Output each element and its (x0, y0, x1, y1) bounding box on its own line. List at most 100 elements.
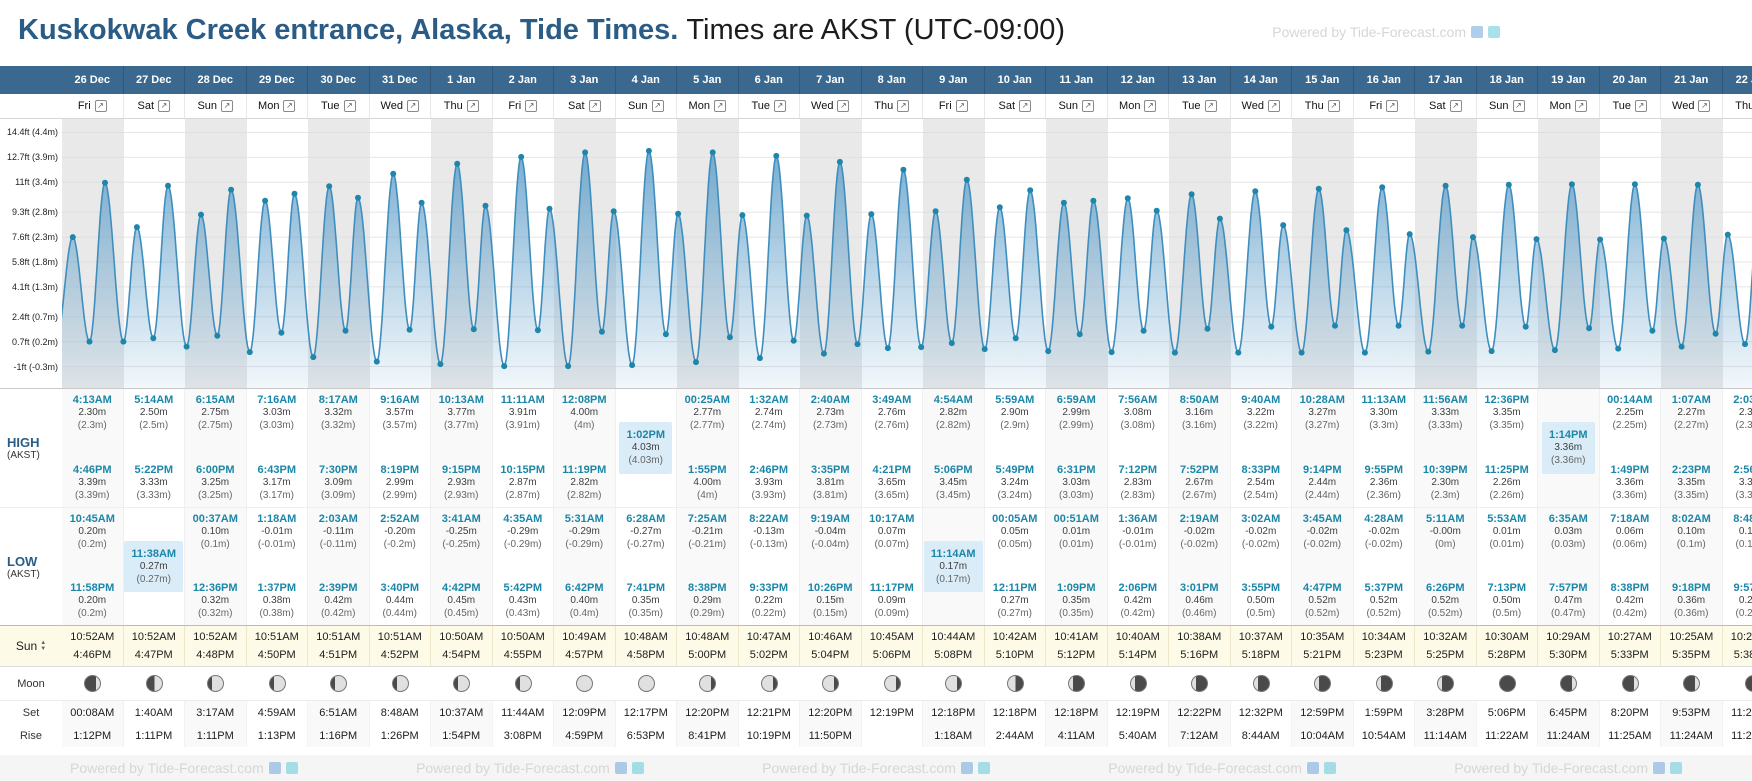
date-header-cell[interactable]: 13 Jan (1169, 66, 1231, 94)
expand-day-icon[interactable]: ↗ (1635, 100, 1647, 112)
sunrise-time: 10:23AM (1723, 631, 1752, 643)
date-header-cell[interactable]: 9 Jan (923, 66, 985, 94)
date-header-cell[interactable]: 7 Jan (800, 66, 862, 94)
y-axis-label: 12.7ft (3.9m) (7, 152, 58, 162)
expand-day-icon[interactable]: ↗ (344, 100, 356, 112)
date-header-cell[interactable]: 19 Jan (1538, 66, 1600, 94)
date-header-cell[interactable]: 31 Dec (370, 66, 432, 94)
expand-day-icon[interactable]: ↗ (1205, 100, 1217, 112)
expand-day-icon[interactable]: ↗ (1082, 100, 1094, 112)
moonset-time-cell: 5:06PM (1477, 701, 1539, 724)
tide-time: 5:59AM (995, 393, 1034, 407)
expand-day-icon[interactable]: ↗ (158, 100, 170, 112)
date-header-cell[interactable]: 14 Jan (1231, 66, 1293, 94)
y-axis-label: 2.4ft (0.7m) (12, 312, 58, 322)
moonrise-time-cell: 1:18AM (923, 724, 985, 747)
expand-day-icon[interactable]: ↗ (221, 100, 233, 112)
expand-day-icon[interactable]: ↗ (1698, 100, 1710, 112)
tide-time: 7:56AM (1118, 393, 1157, 407)
expand-day-icon[interactable]: ↗ (1575, 100, 1587, 112)
date-header-cell[interactable]: 5 Jan (677, 66, 739, 94)
sunset-time: 5:16PM (1169, 649, 1230, 661)
date-header-cell[interactable]: 11 Jan (1046, 66, 1108, 94)
expand-day-icon[interactable]: ↗ (1386, 100, 1398, 112)
tide-time: 1:32AM (749, 393, 788, 407)
expand-day-icon[interactable]: ↗ (525, 100, 537, 112)
expand-day-icon[interactable]: ↗ (1268, 100, 1280, 112)
expand-day-icon[interactable]: ↗ (1019, 100, 1031, 112)
expand-day-icon[interactable]: ↗ (407, 100, 419, 112)
date-header-cell[interactable]: 16 Jan (1354, 66, 1416, 94)
expand-day-icon[interactable]: ↗ (652, 100, 664, 112)
expand-day-icon[interactable]: ↗ (589, 100, 601, 112)
tide-height-alt: (2.3m) (73, 420, 112, 433)
moon-cell (1169, 667, 1231, 700)
date-header-cell[interactable]: 18 Jan (1477, 66, 1539, 94)
date-header-cell[interactable]: 1 Jan (431, 66, 493, 94)
date-header-cell[interactable]: 15 Jan (1292, 66, 1354, 94)
expand-day-icon[interactable]: ↗ (837, 100, 849, 112)
date-header-cell[interactable]: 21 Jan (1661, 66, 1723, 94)
date-header-cell[interactable]: 3 Jan (554, 66, 616, 94)
date-header-cell[interactable]: 2 Jan (493, 66, 555, 94)
expand-day-icon[interactable]: ↗ (956, 100, 968, 112)
moonrise-time-cell: 7:12AM (1169, 724, 1231, 747)
expand-day-icon[interactable]: ↗ (95, 100, 107, 112)
date-header-cell[interactable]: 30 Dec (308, 66, 370, 94)
expand-day-icon[interactable]: ↗ (283, 100, 295, 112)
date-header-cell[interactable]: 28 Dec (185, 66, 247, 94)
date-header-cell[interactable]: 29 Dec (247, 66, 309, 94)
tide-height-m: -0.25m (442, 526, 481, 539)
expand-day-icon[interactable]: ↗ (714, 100, 726, 112)
moon-phase-icon (1130, 675, 1147, 692)
weekday-cell: Sun↗ (616, 94, 678, 118)
date-header-cell[interactable]: 4 Jan (616, 66, 678, 94)
expand-day-icon[interactable]: ↗ (1513, 100, 1525, 112)
date-header-cell[interactable]: 27 Dec (124, 66, 186, 94)
moonrise-time-cell: 3:08PM (493, 724, 555, 747)
tide-height-alt: (3.27m) (1300, 420, 1345, 433)
date-header-cell[interactable]: 22 Jan (1723, 66, 1752, 94)
moon-phase-icon (761, 675, 778, 692)
expand-day-icon[interactable]: ↗ (1450, 100, 1462, 112)
sunset-time: 4:48PM (185, 649, 246, 661)
tide-height-m: 0.36m (1672, 595, 1711, 608)
tide-height-m: 3.57m (380, 407, 419, 420)
tide-time: 5:42PM (503, 581, 542, 595)
tide-height-m: 2.90m (995, 407, 1034, 420)
date-header-cell[interactable]: 20 Jan (1600, 66, 1662, 94)
expand-day-icon[interactable]: ↗ (467, 100, 479, 112)
date-header-cell[interactable]: 26 Dec (62, 66, 124, 94)
expand-day-icon[interactable]: ↗ (897, 100, 909, 112)
weekday-cell: Mon↗ (1108, 94, 1170, 118)
expand-day-icon[interactable]: ↗ (774, 100, 786, 112)
expand-day-icon[interactable]: ↗ (1144, 100, 1156, 112)
expand-day-icon[interactable]: ↗ (1328, 100, 1340, 112)
tide-height-alt: (0.35m) (626, 608, 665, 621)
tide-height-m: 3.32m (319, 407, 358, 420)
tide-entry: 1:36AM-0.01m(-0.01m) (1118, 512, 1157, 552)
tide-time: 5:22PM (134, 463, 173, 477)
tide-time: 00:37AM (193, 512, 238, 526)
sunset-time: 4:55PM (493, 649, 554, 661)
moonrise-time-cell: 11:50PM (800, 724, 862, 747)
date-header-cell[interactable]: 6 Jan (739, 66, 801, 94)
date-header-cell[interactable]: 10 Jan (985, 66, 1047, 94)
date-header-cell[interactable]: 12 Jan (1108, 66, 1170, 94)
tide-height-alt: (2.67m) (1180, 490, 1219, 503)
tide-height-alt: (0.46m) (1180, 608, 1219, 621)
date-header-cell[interactable]: 17 Jan (1415, 66, 1477, 94)
date-header-cell[interactable]: 8 Jan (862, 66, 924, 94)
